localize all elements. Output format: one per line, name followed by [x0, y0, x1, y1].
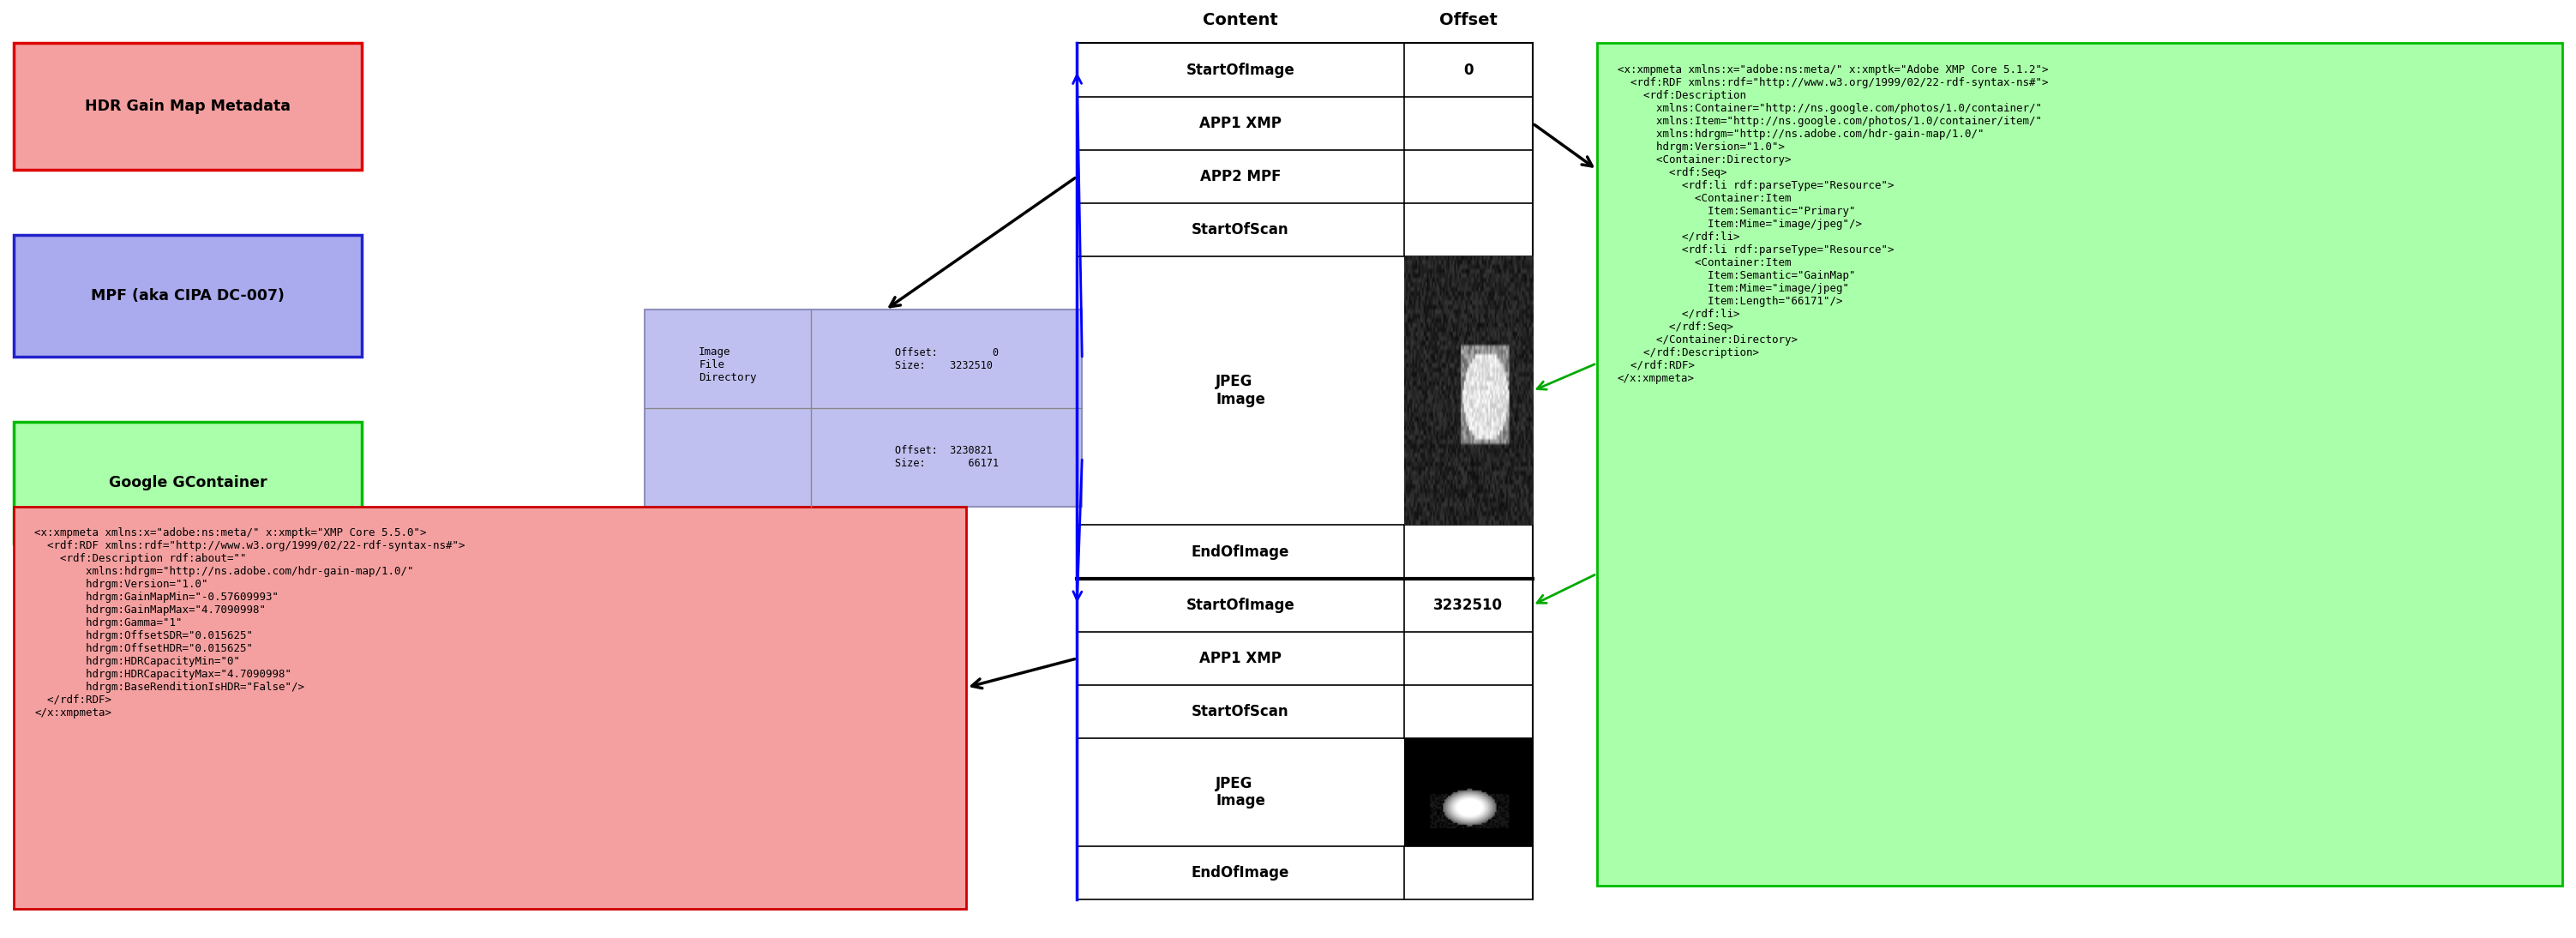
- Text: <x:xmpmeta xmlns:x="adobe:ns:meta/" x:xmptk="XMP Core 5.5.0">
  <rdf:RDF xmlns:r: <x:xmpmeta xmlns:x="adobe:ns:meta/" x:xm…: [33, 527, 466, 719]
- Text: 0: 0: [1463, 62, 1473, 78]
- Text: StartOfImage: StartOfImage: [1185, 62, 1296, 78]
- Text: StartOfScan: StartOfScan: [1193, 222, 1288, 237]
- Text: 3232510: 3232510: [1432, 598, 1502, 613]
- FancyBboxPatch shape: [13, 235, 361, 356]
- Text: Image
File
Directory: Image File Directory: [698, 346, 757, 384]
- Text: Offset: Offset: [1440, 12, 1497, 28]
- Text: APP1 XMP: APP1 XMP: [1200, 115, 1280, 131]
- FancyBboxPatch shape: [644, 310, 1082, 507]
- Text: EndOfImage: EndOfImage: [1190, 544, 1291, 560]
- Text: Offset:         0
Size:    3232510: Offset: 0 Size: 3232510: [894, 347, 999, 371]
- FancyBboxPatch shape: [13, 43, 361, 170]
- FancyBboxPatch shape: [1597, 43, 2563, 885]
- Text: Offset:  3230821
Size:       66171: Offset: 3230821 Size: 66171: [894, 446, 999, 469]
- Text: StartOfScan: StartOfScan: [1193, 704, 1288, 719]
- Text: <x:xmpmeta xmlns:x="adobe:ns:meta/" x:xmptk="Adobe XMP Core 5.1.2">
  <rdf:RDF x: <x:xmpmeta xmlns:x="adobe:ns:meta/" x:xm…: [1618, 64, 2048, 384]
- Text: JPEG
Image: JPEG Image: [1216, 374, 1265, 407]
- Text: APP1 XMP: APP1 XMP: [1200, 651, 1280, 666]
- Text: StartOfImage: StartOfImage: [1185, 598, 1296, 613]
- Text: JPEG
Image: JPEG Image: [1216, 776, 1265, 809]
- FancyBboxPatch shape: [13, 507, 966, 909]
- Text: Google GContainer: Google GContainer: [108, 476, 268, 491]
- Text: EndOfImage: EndOfImage: [1190, 865, 1291, 881]
- Text: HDR Gain Map Metadata: HDR Gain Map Metadata: [85, 98, 291, 114]
- Text: APP2 MPF: APP2 MPF: [1200, 169, 1280, 185]
- Text: Content: Content: [1203, 12, 1278, 28]
- FancyBboxPatch shape: [13, 422, 361, 544]
- Text: MPF (aka CIPA DC-007): MPF (aka CIPA DC-007): [90, 288, 283, 304]
